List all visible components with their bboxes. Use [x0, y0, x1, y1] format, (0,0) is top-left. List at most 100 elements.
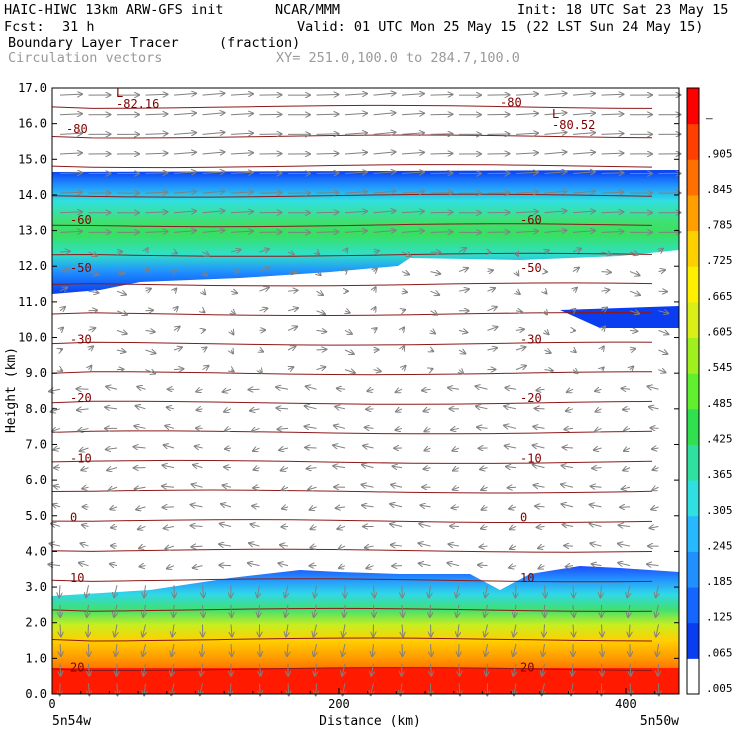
vector-arrow	[201, 663, 203, 676]
vector-arrow	[143, 624, 146, 636]
vector-arrow	[537, 526, 545, 527]
y-tick-label: 10.0	[18, 331, 47, 345]
vector-arrow	[287, 308, 298, 311]
vector-arrow	[402, 624, 403, 636]
vector-arrow	[316, 212, 339, 213]
vector-arrow	[374, 251, 379, 252]
vector-arrow	[573, 604, 574, 617]
x-left-end-label: 5n54w	[52, 714, 91, 729]
vector-arrow	[596, 409, 602, 412]
vector-arrow	[601, 232, 624, 233]
colorbar-label: .725	[706, 254, 733, 267]
vector-arrow	[487, 327, 498, 331]
vector-arrow	[110, 564, 118, 566]
vector-arrow	[362, 505, 374, 507]
vector-arrow	[59, 231, 82, 232]
vector-arrow	[538, 546, 545, 548]
vector-arrow	[371, 663, 373, 676]
contour-line	[51, 223, 653, 228]
vector-arrow	[308, 487, 317, 489]
vector-arrow	[116, 311, 127, 315]
vector-arrow	[203, 272, 207, 276]
vector-arrow	[250, 409, 260, 411]
vector-arrow	[224, 467, 232, 468]
vector-arrow	[573, 288, 577, 291]
vector-arrow	[281, 468, 289, 471]
vector-arrow	[373, 152, 396, 154]
vector-arrow	[545, 330, 549, 334]
vector-arrow	[373, 191, 396, 193]
vector-arrow	[116, 350, 125, 352]
vector-arrow	[145, 153, 168, 154]
vector-arrow	[117, 683, 118, 695]
vector-arrow	[59, 173, 82, 174]
vector-arrow	[82, 525, 89, 527]
vector-arrow	[174, 307, 178, 311]
contour-line	[51, 104, 653, 109]
vector-arrow	[533, 445, 545, 448]
vector-arrow	[173, 231, 196, 233]
vector-arrow	[286, 624, 288, 636]
vector-arrow	[260, 644, 261, 656]
vector-arrow	[80, 448, 89, 451]
vector-arrow	[601, 308, 608, 311]
vector-arrow	[230, 250, 241, 252]
vector-arrow	[316, 232, 339, 233]
model-title: HAIC-HIWC 13km ARW-GFS init	[4, 2, 224, 18]
vector-arrow	[316, 134, 339, 135]
vector-arrow	[487, 288, 496, 291]
contour-label: -50	[520, 261, 542, 275]
contour-line	[51, 164, 653, 169]
vector-arrow	[231, 311, 235, 314]
vector-arrow	[252, 506, 260, 507]
vector-arrow	[515, 94, 538, 95]
vector-arrow	[138, 526, 146, 529]
vector-arrow	[396, 409, 403, 412]
vector-arrow	[193, 566, 203, 568]
vector-arrow	[316, 114, 339, 115]
vector-arrow	[629, 311, 639, 314]
vector-arrow	[140, 566, 146, 567]
vector-arrow	[282, 487, 289, 490]
vector-arrow	[314, 643, 317, 656]
vector-arrow	[431, 350, 434, 351]
vector-arrow	[431, 644, 432, 656]
colorbar-label: .485	[706, 397, 733, 410]
colorbar-label: .545	[706, 361, 733, 374]
vector-arrow	[630, 367, 633, 370]
vector-arrow	[344, 211, 367, 213]
vector-arrow	[345, 248, 347, 252]
contour-label: -30	[520, 332, 542, 346]
vector-arrow	[145, 134, 168, 135]
colorbar-segment	[687, 88, 699, 125]
vector-arrow	[60, 663, 61, 676]
x-tick-label: 400	[615, 697, 637, 711]
vector-arrow	[602, 663, 603, 676]
vector-arrow	[202, 230, 225, 232]
vector-arrow	[115, 624, 117, 636]
y-tick-label: 11.0	[18, 295, 47, 309]
vector-arrow	[344, 370, 355, 373]
vector-arrow	[544, 93, 567, 95]
vector-arrow	[144, 683, 145, 695]
vector-arrow	[396, 389, 403, 392]
vector-arrow	[202, 366, 209, 370]
vector-arrow	[203, 311, 205, 313]
vector-arrow	[259, 308, 268, 310]
vector-arrow	[459, 663, 460, 676]
vector-arrow	[402, 291, 407, 292]
vector-arrow	[114, 604, 117, 617]
vector-arrow	[401, 231, 424, 233]
vector-arrow	[220, 524, 232, 527]
vector-arrow	[618, 544, 631, 546]
vector-arrow	[457, 604, 459, 617]
vector-arrow	[630, 349, 635, 350]
vector-arrow	[601, 94, 624, 95]
vector-arrow	[116, 272, 124, 274]
vector-arrow	[651, 428, 659, 429]
vector-arrow	[402, 310, 405, 311]
vector-arrow	[564, 428, 574, 429]
vector-arrow	[167, 566, 175, 569]
vector-arrow	[287, 644, 288, 656]
vector-arrow	[458, 624, 460, 636]
